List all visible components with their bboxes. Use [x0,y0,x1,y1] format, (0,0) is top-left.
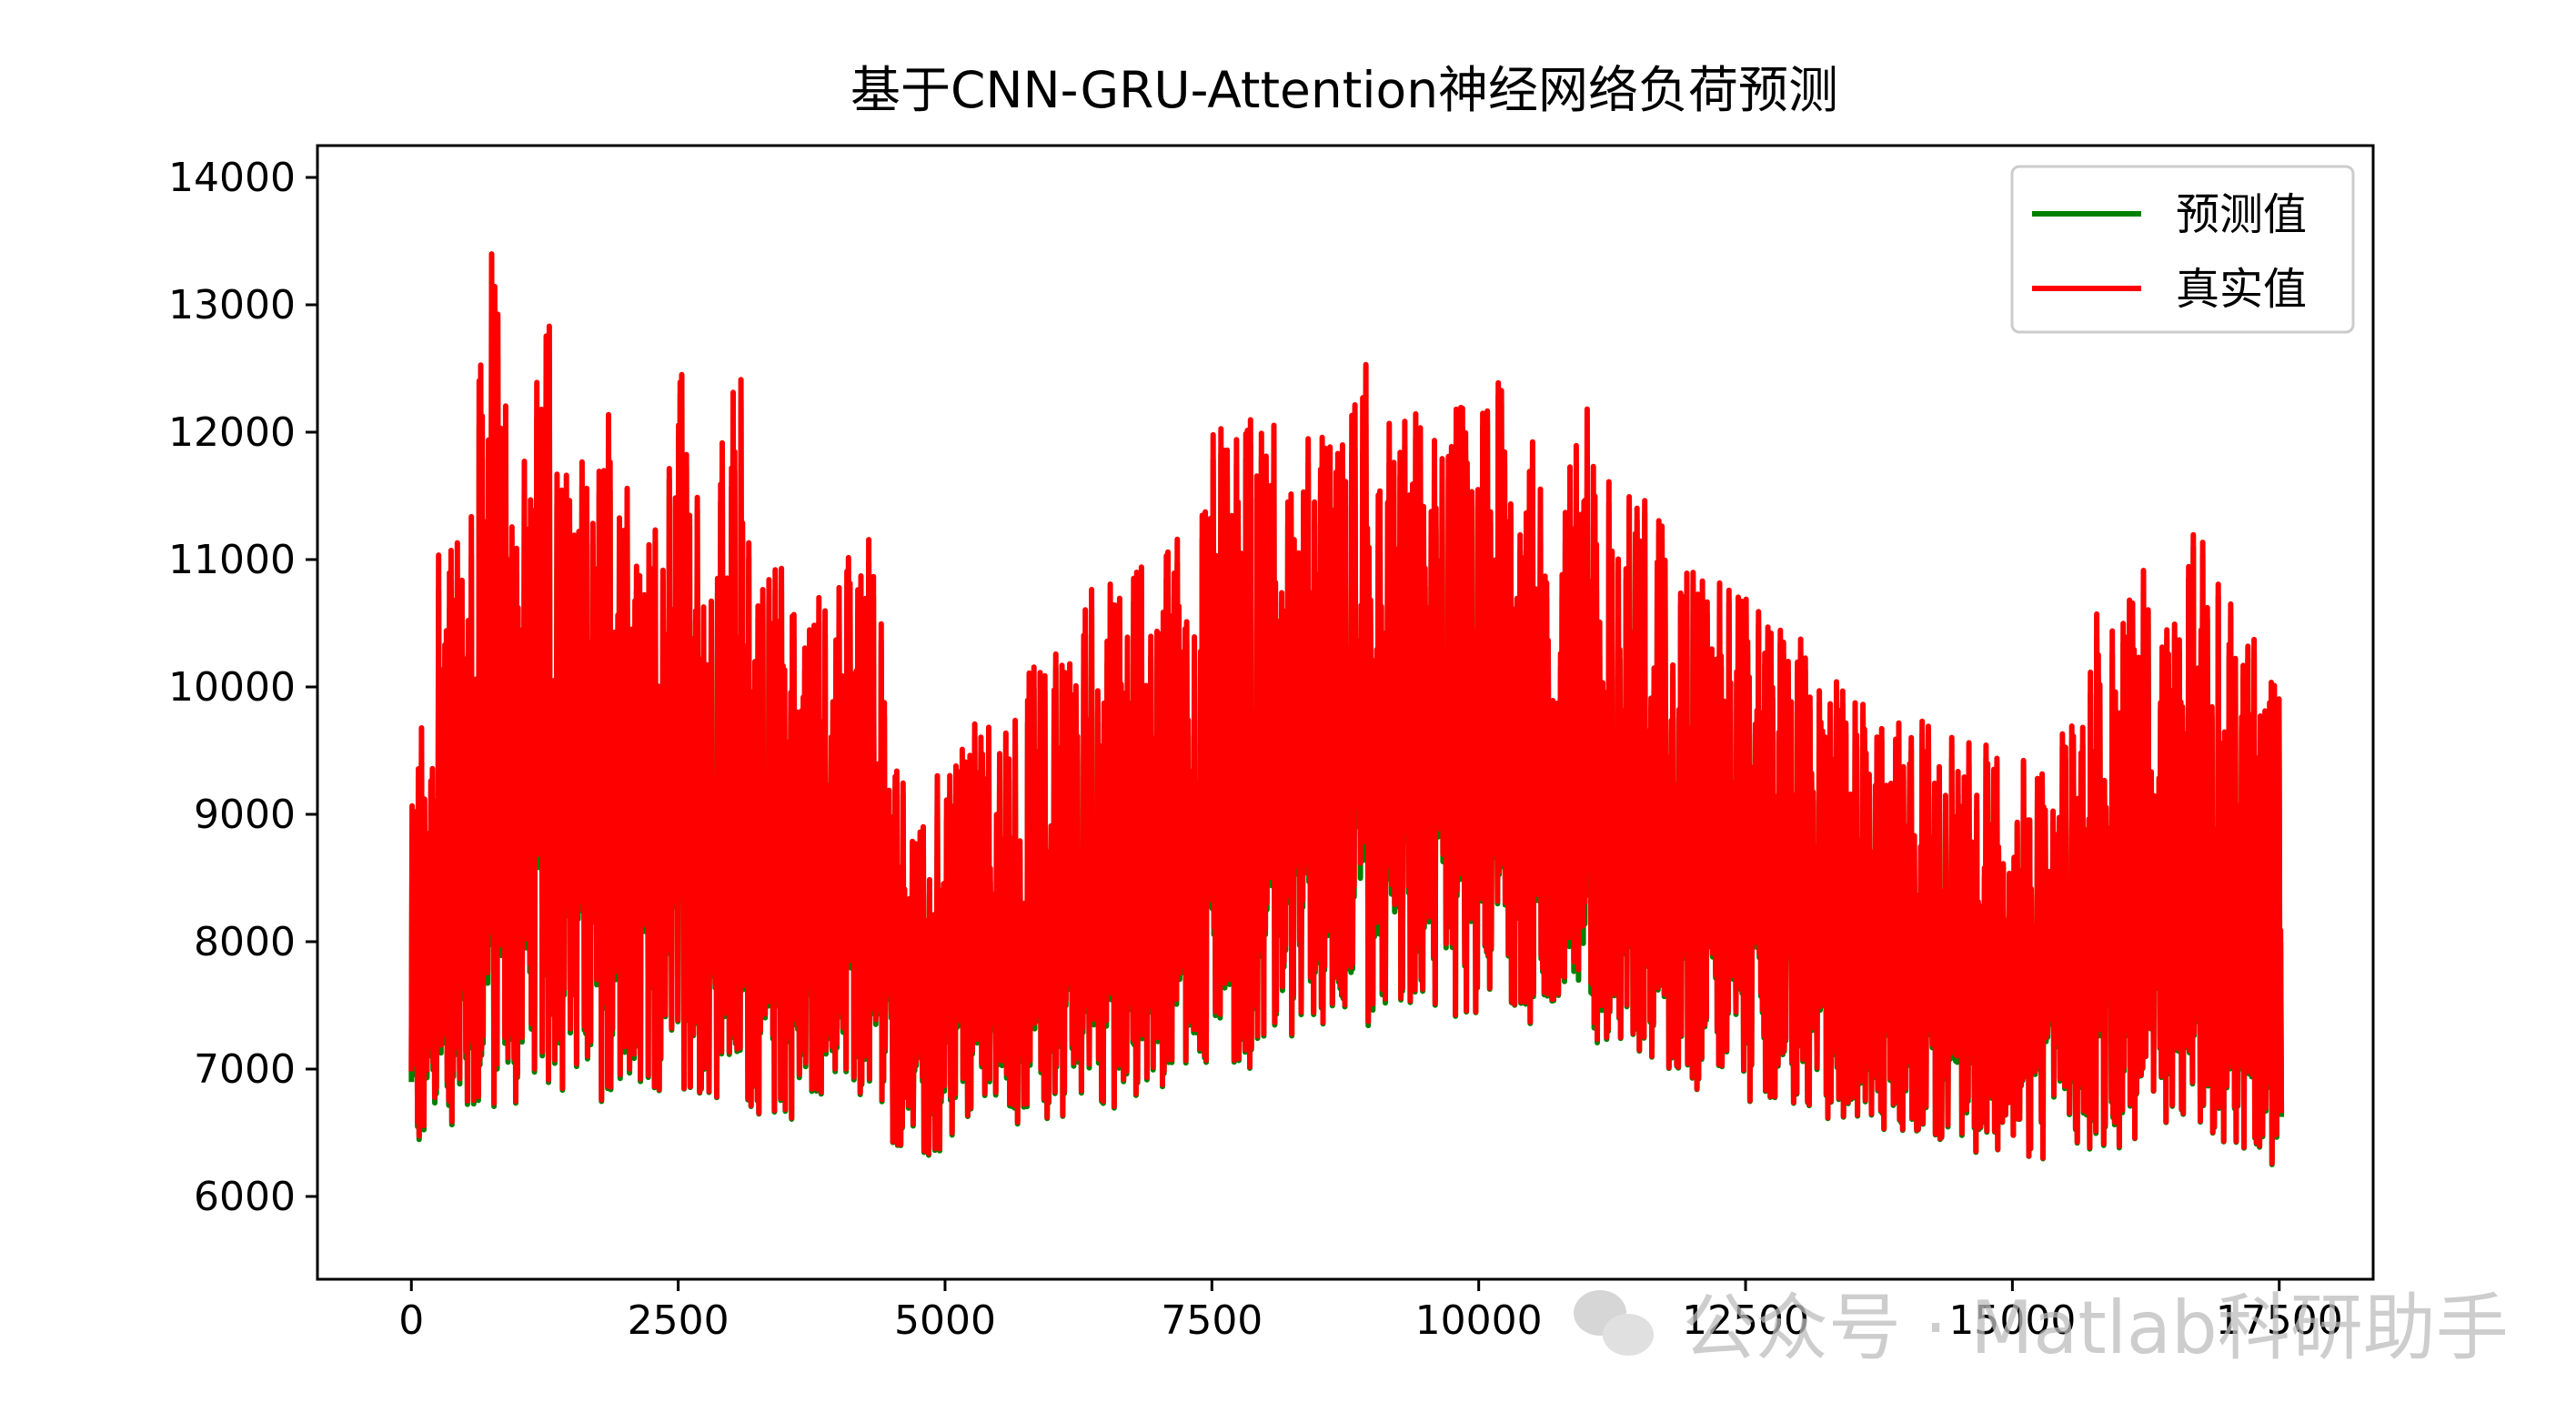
x-tick-label: 2500 [628,1297,730,1344]
x-tick-label: 12500 [1682,1297,1809,1344]
y-tick-label: 6000 [194,1174,296,1220]
legend-label: 真实值 [2176,264,2307,315]
y-tick-label: 8000 [194,919,296,965]
x-tick-label: 5000 [894,1297,996,1344]
y-tick-label: 14000 [168,155,296,201]
watermark: 公众号 · Matlab科研助手 [1574,1269,2509,1375]
x-tick-label: 0 [398,1297,424,1344]
chart-title: 基于CNN-GRU-Attention神经网络负荷预测 [850,61,1838,119]
watermark-text: 公众号 · Matlab科研助手 [1683,1286,2509,1370]
y-tick-label: 7000 [194,1046,296,1093]
y-tick-label: 10000 [168,664,296,711]
series-line-1 [408,251,2285,1166]
y-tick-label: 11000 [168,537,296,583]
y-tick-label: 9000 [194,792,296,838]
wechat-icon [1574,1281,1655,1363]
x-tick-label: 7500 [1161,1297,1263,1344]
x-tick-label: 15000 [1948,1297,2076,1344]
x-tick-label: 17500 [2216,1297,2343,1344]
plot-frame [316,144,2375,1281]
y-tick-label: 12000 [168,409,296,456]
y-tick-label: 13000 [168,282,296,328]
legend-label: 预测值 [2176,189,2307,240]
x-tick-label: 10000 [1415,1297,1543,1344]
